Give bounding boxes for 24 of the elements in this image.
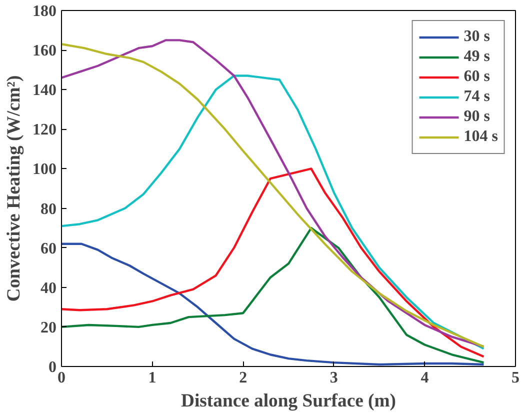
legend-label: 104 s — [464, 128, 498, 146]
x-tick-label: 1 — [148, 370, 156, 386]
x-tick-label: 2 — [239, 370, 248, 386]
legend-label: 90 s — [464, 108, 490, 126]
y-tick-label: 20 — [40, 319, 56, 336]
y-tick-label: 160 — [32, 42, 56, 60]
legend-label: 49 s — [464, 48, 490, 66]
legend-label: 60 s — [464, 68, 490, 86]
x-tick-label: 4 — [420, 370, 429, 386]
y-tick-label: 40 — [40, 280, 56, 297]
y-tick-label: 60 — [40, 240, 56, 258]
x-tick-label: 3 — [330, 370, 338, 386]
legend-label: 30 s — [464, 28, 490, 46]
y-tick-label: 100 — [32, 161, 56, 178]
y-tick-label: 0 — [48, 359, 56, 376]
y-tick-label: 140 — [32, 82, 56, 100]
y-tick-label: 180 — [32, 3, 56, 20]
y-tick-label: 80 — [40, 200, 56, 218]
x-tick-label: 5 — [512, 370, 520, 386]
x-axis-title: Distance along Surface (m) — [180, 390, 396, 412]
line-series — [62, 168, 485, 358]
y-tick-label: 120 — [32, 122, 56, 139]
y-axis-title: Convective Heating (W/cm²) — [4, 75, 24, 302]
legend-label: 74 s — [464, 88, 490, 106]
